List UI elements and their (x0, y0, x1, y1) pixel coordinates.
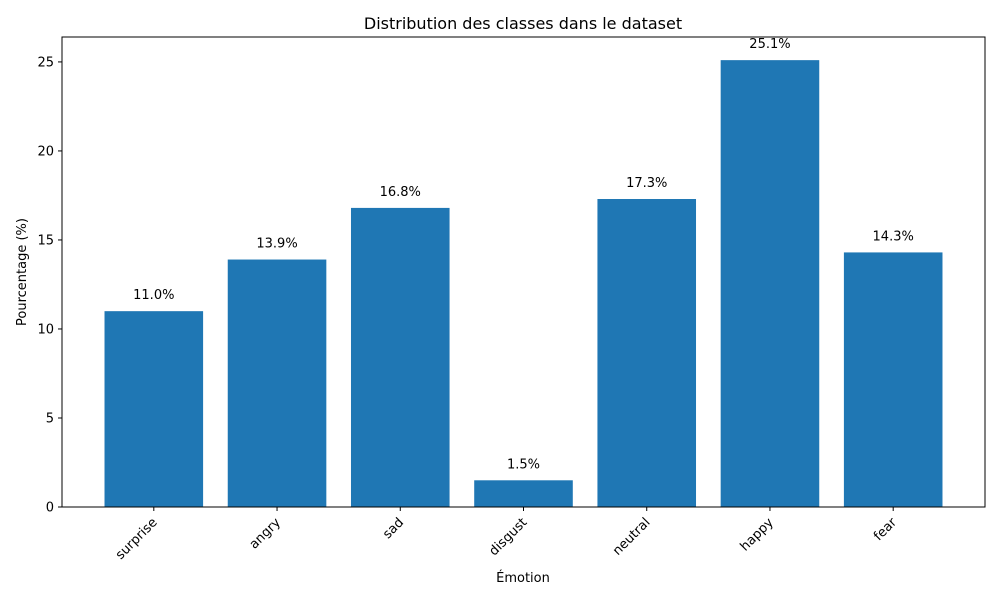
y-tick-label: 20 (37, 144, 54, 159)
y-axis-label: Pourcentage (%) (15, 218, 30, 326)
data-label-fear: 14.3% (873, 229, 914, 244)
bar-disgust (474, 480, 573, 507)
y-tick-label: 5 (46, 411, 54, 426)
bar-angry (227, 259, 327, 507)
y-tick-label: 25 (37, 55, 54, 70)
bar-fear (843, 252, 943, 507)
x-tick-label-angry: angry (247, 515, 284, 552)
x-tick-label-fear: fear (871, 515, 900, 544)
chart-title: Distribution des classes dans le dataset (364, 14, 682, 33)
bar-happy (720, 60, 820, 507)
x-tick-label-happy: happy (738, 515, 777, 554)
x-tick-label-neutral: neutral (610, 515, 653, 558)
data-label-angry: 13.9% (256, 237, 297, 252)
x-tick-label-disgust: disgust (486, 515, 530, 559)
y-tick-label: 10 (37, 322, 54, 337)
data-label-neutral: 17.3% (626, 176, 667, 191)
data-label-disgust: 1.5% (507, 457, 540, 472)
x-tick-label-sad: sad (380, 515, 407, 542)
data-label-sad: 16.8% (380, 185, 421, 200)
data-label-happy: 25.1% (749, 37, 790, 52)
y-tick-label: 0 (46, 501, 54, 516)
x-tick-label-surprise: surprise (113, 515, 161, 563)
plot-area: 11.0% 13.9% 16.8% 1.5% 17.3% 25.1% 14.3% 0 5 10 15… (37, 36, 986, 563)
x-axis-label: Émotion (496, 570, 550, 586)
y-tick-label: 15 (37, 233, 54, 248)
bar-neutral (597, 199, 697, 507)
data-label-surprise: 11.0% (133, 288, 174, 303)
bar-surprise (104, 311, 204, 507)
bar-sad (350, 207, 450, 507)
